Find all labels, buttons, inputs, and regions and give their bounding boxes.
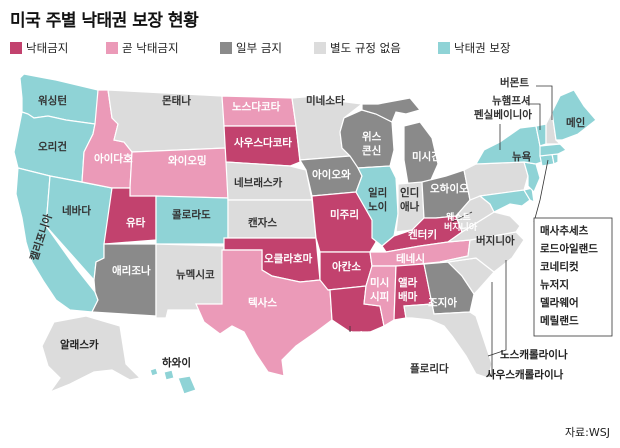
state-california <box>15 167 99 313</box>
label-wisconsin-1: 위스 <box>362 130 382 143</box>
label-tennessee: 테네시 <box>396 252 425 265</box>
label-delaware: 델라웨어 <box>540 296 579 309</box>
state-alaska <box>41 315 142 394</box>
legend-label-no-rule: 별도 규정 없음 <box>330 41 401 55</box>
label-kansas: 캔자스 <box>248 216 277 229</box>
label-nebraska: 네브래스카 <box>234 176 283 189</box>
label-washington: 워싱턴 <box>38 94 67 107</box>
label-maryland: 메릴랜드 <box>540 314 579 327</box>
state-newhampshire <box>545 110 562 145</box>
leader-ne-box <box>533 159 549 223</box>
label-connecticut: 코네티컷 <box>540 260 579 273</box>
state-maine <box>551 89 597 141</box>
label-georgia: 조지아 <box>428 296 457 309</box>
state-illinois <box>355 165 399 247</box>
leader-westvirginia <box>451 211 473 223</box>
label-missouri: 미주리 <box>330 208 359 221</box>
legend-label-partial: 일부 금지 <box>236 41 282 55</box>
label-florida: 플로리다 <box>410 362 449 375</box>
state-newyork <box>474 125 543 165</box>
label-illinois-1: 일리 <box>368 186 387 199</box>
legend-label-protected: 낙태권 보장 <box>454 41 511 55</box>
label-minnesota: 미네소타 <box>306 94 345 107</box>
legend-swatch-no-rule <box>314 42 326 54</box>
label-wisconsin-2: 콘신 <box>362 144 381 157</box>
label-nevada: 네바다 <box>62 204 91 217</box>
label-massachusetts: 매사추세츠 <box>540 224 589 237</box>
label-westvirginia-2: 버지니아 <box>444 221 478 233</box>
legend-swatch-banned <box>10 42 22 54</box>
label-mississippi-1: 미시 <box>370 276 389 289</box>
state-hawaii-1 <box>149 367 159 377</box>
state-michigan-lower <box>403 121 439 185</box>
leader-vermont <box>526 103 541 130</box>
legend-label-banned: 낙태금지 <box>26 41 69 55</box>
label-arizona: 애리조나 <box>112 264 151 277</box>
legend-swatch-protected <box>438 42 450 54</box>
label-indiana-2: 애나 <box>400 200 420 213</box>
label-utah: 유타 <box>126 216 146 229</box>
label-pennsylvania: 펜실베이니아 <box>474 108 532 121</box>
label-rhodeisland: 로드아일랜드 <box>540 242 598 255</box>
state-michigan <box>361 97 422 123</box>
label-northcarolina: 노스캐롤라이나 <box>500 348 568 361</box>
label-texas: 텍사스 <box>248 296 277 309</box>
label-arkansas: 아칸소 <box>332 260 361 273</box>
leader-northcarolina <box>487 260 507 357</box>
label-newhampshire: 뉴햄프셔 <box>492 94 531 107</box>
state-hawaii-3 <box>177 375 197 395</box>
label-oklahoma: 오클라호마 <box>264 252 313 265</box>
leader-newhampshire <box>536 85 553 120</box>
label-maine: 메인 <box>566 116 585 129</box>
label-kentucky: 켄터키 <box>408 228 437 241</box>
northeast-label-box <box>533 217 613 337</box>
label-alabama-2: 배마 <box>398 290 418 303</box>
state-hawaii-2 <box>163 369 175 381</box>
label-vermont: 버몬트 <box>500 76 529 89</box>
leader-southcarolina <box>488 282 493 377</box>
label-colorado: 콜로라도 <box>172 208 211 221</box>
label-oregon: 오리건 <box>38 140 67 153</box>
label-southcarolina: 사우스캐롤라이나 <box>486 368 564 381</box>
source-credit: 자료:WSJ <box>564 426 610 439</box>
legend-swatch-partial <box>220 42 232 54</box>
label-alaska: 알래스카 <box>60 338 99 351</box>
state-massachusetts <box>539 143 568 157</box>
label-newyork: 뉴욕 <box>512 151 532 163</box>
label-montana: 몬태나 <box>162 94 191 107</box>
state-southdakota <box>223 125 301 167</box>
label-alabama-1: 앨라 <box>398 276 418 289</box>
label-idaho: 아이다호 <box>94 152 133 165</box>
label-newjersey: 뉴저지 <box>540 278 569 291</box>
label-indiana-1: 인디 <box>400 186 419 199</box>
label-westvirginia-1: 웨스트 <box>446 211 472 223</box>
label-virginia: 버지니아 <box>476 234 515 247</box>
label-michigan: 미시간 <box>412 150 441 163</box>
state-florida <box>403 303 493 379</box>
label-mississippi-2: 시피 <box>370 290 389 303</box>
legend-label-soon-banned: 곧 낙태금지 <box>122 41 179 55</box>
label-ohio: 오하이오 <box>430 182 469 195</box>
state-texas <box>195 249 333 377</box>
label-southdakota: 사우스다코타 <box>234 136 292 149</box>
map-title: 미국 주별 낙태권 보장 현황 <box>10 11 199 31</box>
label-wyoming: 와이오밍 <box>168 154 207 167</box>
label-newmexico: 뉴멕시코 <box>176 268 215 281</box>
label-louisiana: 루이지애나 <box>334 330 383 343</box>
label-hawaii: 하와이 <box>162 356 191 369</box>
label-iowa: 아이오와 <box>312 168 351 181</box>
legend-swatch-soon-banned <box>106 42 118 54</box>
label-illinois-2: 노이 <box>368 200 387 213</box>
label-northdakota: 노스다코타 <box>232 100 281 113</box>
state-delaware <box>523 187 535 204</box>
